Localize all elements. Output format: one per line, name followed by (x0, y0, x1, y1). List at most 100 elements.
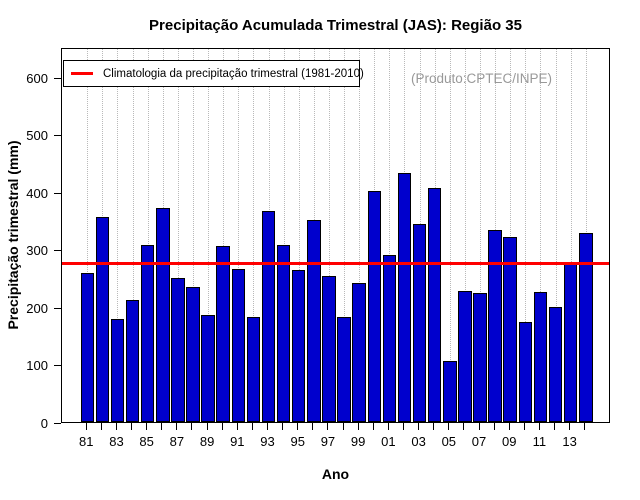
year-gridline (389, 49, 391, 422)
x-tick-2004 (433, 423, 435, 430)
y-tick-0 (54, 422, 61, 424)
x-tick-label-1993: 93 (260, 434, 275, 449)
x-tick-label-1987: 87 (169, 434, 185, 449)
x-tick-1994 (282, 423, 284, 430)
x-tick-1988 (191, 423, 193, 430)
x-tick-1996 (312, 423, 314, 430)
x-tick-2007 (478, 423, 480, 430)
year-gridline (540, 49, 542, 422)
x-tick-1990 (221, 423, 223, 430)
x-tick-2003 (418, 423, 420, 430)
year-gridline (510, 49, 512, 422)
x-tick-2008 (493, 423, 495, 430)
y-tick-label-500: 500 (26, 128, 48, 144)
x-tick-1997 (327, 423, 329, 430)
x-tick-label-1995: 95 (290, 434, 305, 449)
x-tick-1984 (131, 423, 133, 430)
x-tick-1985 (146, 423, 148, 430)
bar-1998 (337, 316, 351, 422)
legend: Climatologia da precipitação trimestral … (63, 60, 364, 87)
x-tick-label-2003: 03 (411, 434, 426, 449)
year-gridline (464, 49, 466, 422)
bar-1982 (95, 216, 110, 422)
x-tick-label-1981: 81 (79, 434, 94, 449)
bar-1991 (231, 268, 246, 422)
bar-2009 (503, 237, 517, 422)
climatology-line (62, 261, 609, 265)
x-tick-label-1991: 91 (230, 434, 245, 449)
y-tick-100 (54, 365, 61, 367)
bar-1981 (80, 272, 94, 422)
bar-2001 (382, 254, 397, 422)
bar-1995 (291, 269, 306, 422)
year-gridline (298, 49, 300, 422)
year-gridline (283, 49, 285, 422)
bar-1988 (186, 287, 200, 422)
year-gridline (117, 49, 119, 422)
bar-2010 (518, 321, 533, 422)
bar-2013 (563, 262, 578, 422)
year-gridline (132, 49, 134, 422)
x-tick-2010 (523, 423, 525, 430)
year-gridline (147, 49, 149, 422)
x-tick-label-2013: 13 (562, 434, 577, 449)
bar-1993 (261, 211, 276, 422)
x-tick-1995 (297, 423, 299, 430)
x-tick-2012 (554, 423, 556, 430)
x-tick-label-2009: 09 (501, 434, 517, 449)
x-tick-1981 (85, 423, 87, 430)
x-tick-label-2011: 11 (532, 434, 547, 449)
x-tick-1989 (206, 423, 208, 430)
plot-area: Climatologia da precipitação trimestral … (61, 48, 610, 423)
y-tick-600 (54, 77, 61, 79)
x-tick-1992 (251, 423, 253, 430)
x-tick-label-2005: 05 (441, 434, 457, 449)
watermark-produto: (Produto:CPTEC/INPE) (410, 71, 552, 86)
x-tick-label-1983: 83 (109, 434, 124, 449)
year-gridline (328, 49, 330, 422)
year-gridline (570, 49, 572, 422)
year-gridline (223, 49, 225, 422)
bar-1989 (201, 315, 215, 422)
year-gridline (253, 49, 255, 422)
year-gridline (359, 49, 361, 422)
x-tick-1987 (176, 423, 178, 430)
x-tick-2014 (584, 423, 586, 430)
year-gridline (344, 49, 346, 422)
bar-1986 (156, 208, 170, 422)
legend-line-swatch (71, 72, 93, 75)
x-tick-2011 (538, 423, 540, 430)
bar-1994 (276, 245, 291, 422)
year-gridline (87, 49, 89, 422)
x-tick-label-1989: 89 (199, 434, 215, 449)
year-gridline (525, 49, 527, 422)
y-tick-label-400: 400 (26, 185, 48, 201)
chart-title: Precipitação Acumulada Trimestral (JAS):… (149, 17, 522, 34)
x-tick-1999 (357, 423, 359, 430)
bar-2007 (473, 292, 487, 422)
bar-1987 (171, 277, 185, 422)
x-tick-label-2001: 01 (381, 434, 396, 449)
x-tick-1998 (342, 423, 344, 430)
x-tick-2000 (372, 423, 374, 430)
x-tick-2005 (448, 423, 450, 430)
y-tick-200 (54, 307, 61, 309)
bar-1999 (352, 283, 366, 422)
y-tick-label-600: 600 (26, 70, 48, 86)
bar-2011 (533, 292, 548, 422)
x-tick-2001 (387, 423, 389, 430)
year-gridline (555, 49, 557, 422)
y-tick-label-200: 200 (26, 300, 48, 316)
x-tick-1991 (236, 423, 238, 430)
year-gridline (238, 49, 240, 422)
bar-1983 (110, 318, 125, 422)
x-tick-2013 (569, 423, 571, 430)
bar-2003 (412, 224, 427, 422)
x-tick-2006 (463, 423, 465, 430)
x-tick-2002 (402, 423, 404, 430)
year-gridline (449, 49, 451, 422)
x-tick-label-1999: 99 (350, 434, 366, 449)
y-tick-500 (54, 135, 61, 137)
x-tick-1983 (115, 423, 117, 430)
